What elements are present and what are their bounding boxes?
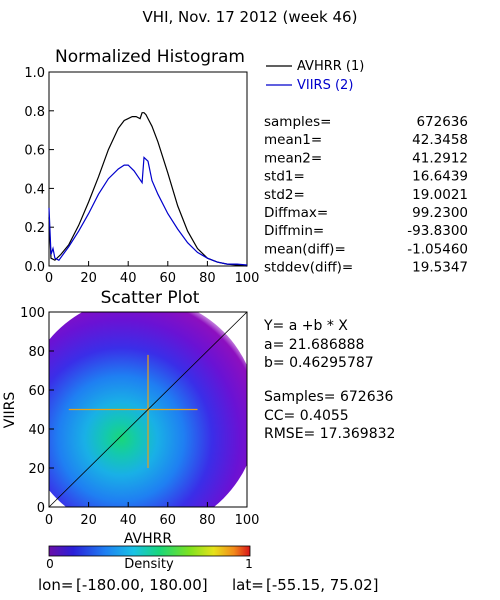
histogram-xtick-label: 40 (120, 271, 137, 286)
colorbar-gradient (48, 545, 251, 557)
scatter-xtick-label: 80 (199, 513, 216, 528)
stat-label: std2= (264, 187, 305, 203)
histogram-ytick-label: 1.0 (24, 66, 45, 81)
histogram-ytick-label: 0.6 (24, 144, 45, 159)
histogram-ytick-label: 0.0 (24, 260, 45, 275)
scatter-xtick-label: 60 (160, 513, 177, 528)
scatter-xtick-label: 0 (45, 513, 53, 528)
colorbar-min: 0 (46, 557, 54, 571)
identity-line (49, 312, 247, 507)
stat-value: -1.05460 (407, 241, 468, 257)
stat-value: 99.2300 (412, 205, 468, 221)
figure-title: VHI, Nov. 17 2012 (week 46) (143, 8, 358, 26)
footer-lat-label: lat= (232, 576, 264, 594)
histogram-title: Normalized Histogram (55, 47, 245, 67)
scatter-ylabel: VIIRS (2, 392, 18, 429)
histogram-xtick-label: 100 (235, 271, 260, 286)
scatter-ytick-label: 40 (28, 423, 45, 438)
footer-coordinates: lon= [-180.00, 180.00] lat= [-55.15, 75.… (38, 576, 379, 594)
colorbar-max: 1 (245, 557, 253, 571)
stat-label: Diffmax= (264, 205, 328, 221)
stat-value: 19.5347 (412, 260, 468, 276)
stat-label: samples= (264, 114, 331, 130)
stat-label: mean1= (264, 132, 322, 148)
histogram-ticks: 0 20 40 60 80 100 0.0 0.2 0.4 0.6 0.8 1.0 (24, 66, 259, 286)
regression-b: b= 0.46295787 (264, 355, 374, 371)
scatter-title: Scatter Plot (101, 288, 200, 308)
footer-lon-range: [-180.00, 180.00] (76, 576, 208, 594)
colorbar: 0 Density 1 (46, 545, 253, 572)
legend-label-viirs: VIIRS (2) (297, 78, 353, 93)
regression-a: a= 21.686888 (264, 337, 364, 353)
density-cloud (49, 312, 247, 507)
histogram-xtick-label: 20 (80, 271, 97, 286)
stat-label: mean2= (264, 150, 322, 166)
stat-value: 41.2912 (412, 150, 468, 166)
histogram-lines (48, 112, 248, 267)
scatter-ticks: 0 20 40 60 80 100 0 20 40 60 80 100 (20, 306, 259, 528)
mean-crosshair (68, 354, 198, 468)
histogram-series-avhrr (48, 112, 248, 267)
stat-value: 42.3458 (412, 132, 468, 148)
regression-samples: Samples= 672636 (264, 389, 394, 405)
scatter-ytick-label: 80 (28, 345, 45, 360)
legend-label-avhrr: AVHRR (1) (297, 59, 364, 74)
scatter-ytick-label: 100 (20, 306, 45, 321)
histogram-xtick-label: 80 (199, 271, 216, 286)
stat-label: Diffmin= (264, 223, 324, 239)
histogram-xtick-label: 60 (160, 271, 177, 286)
regression-cc: CC= 0.4055 (264, 408, 349, 424)
histogram-ytick-label: 0.2 (24, 221, 45, 236)
histogram-panel: Normalized Histogram 0 20 40 60 80 1000.00.20… (24, 47, 364, 286)
stat-value: 16.6439 (412, 169, 468, 185)
footer-lat-range: [-55.15, 75.02] (266, 576, 379, 594)
histogram-ytick-label: 0.8 (24, 105, 45, 120)
scatter-ytick-label: 20 (28, 462, 45, 477)
footer-lon-label: lon= (38, 576, 73, 594)
histogram-series-viirs (48, 156, 248, 266)
regression-equation: Y= a +b * X (263, 318, 348, 334)
scatter-xtick-label: 20 (80, 513, 97, 528)
statistics-block: samples= 672636 mean1= 42.3458 mean2= 41.2912… (264, 114, 468, 276)
scatter-panel: Scatter Plot (2, 288, 259, 547)
scatter-xtick-label: 40 (120, 513, 137, 528)
colorbar-label: Density (124, 557, 174, 572)
regression-rmse: RMSE= 17.369832 (264, 426, 395, 442)
stat-label: std1= (264, 169, 305, 185)
stat-value: 672636 (416, 114, 468, 130)
scatter-xtick-label: 100 (235, 513, 260, 528)
stat-value: -93.8300 (407, 223, 468, 239)
scatter-ytick-label: 60 (28, 384, 45, 399)
stat-label: mean(diff)= (264, 241, 346, 257)
scatter-ytick-label: 0 (37, 501, 45, 516)
histogram-frame (48, 71, 248, 267)
scatter-xlabel: AVHRR (124, 531, 173, 547)
histogram-xtick-label: 0 (45, 271, 53, 286)
histogram-ytick-label: 0.4 (24, 182, 45, 197)
scatter-frame (48, 311, 248, 508)
stat-value: 19.0021 (412, 187, 468, 203)
stat-label: stddev(diff)= (264, 260, 353, 276)
regression-block: Y= a +b * X a= 21.686888 b= 0.46295787 S… (263, 318, 395, 442)
